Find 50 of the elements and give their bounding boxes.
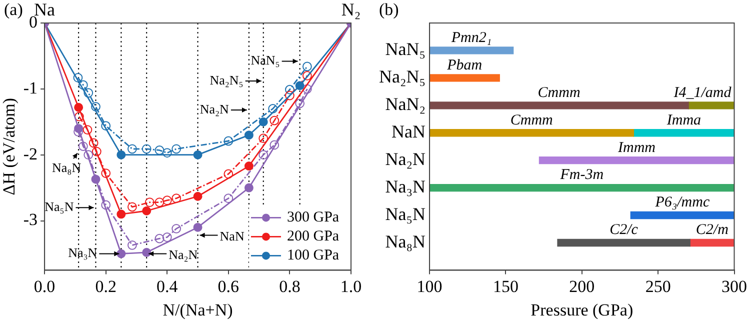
x-tick-label: 0.2 bbox=[95, 276, 116, 296]
legend-label: 300 GPa bbox=[287, 210, 340, 226]
y-tick-label: NaN bbox=[392, 122, 426, 142]
x-tick-label: 100 bbox=[416, 276, 442, 296]
data-label: Pbam bbox=[446, 57, 482, 74]
data-label: C2/c bbox=[610, 222, 638, 238]
y-tick-label: NaN₅ bbox=[385, 39, 426, 60]
annotation: N₂ bbox=[341, 0, 361, 20]
y-tick-label: -3 bbox=[23, 210, 38, 230]
y-tick-label: Na₂N₅ bbox=[378, 66, 426, 87]
data-label: C2/m bbox=[696, 222, 729, 238]
data-label: Fm-3m bbox=[559, 167, 604, 184]
y-tick-label: Na₅N bbox=[385, 204, 426, 224]
annotation: NaN bbox=[220, 228, 245, 244]
legend-label: 100 GPa bbox=[287, 248, 340, 264]
x-axis-title: Pressure (GPa) bbox=[530, 300, 634, 320]
x-tick-label: 1.0 bbox=[340, 276, 362, 296]
y-axis-title: ΔH (eV/atom) bbox=[0, 98, 19, 196]
annotation: NaN₅ bbox=[250, 52, 280, 68]
data-label: Cmmm bbox=[538, 84, 580, 101]
y-tick-label: NaN₂ bbox=[385, 94, 426, 114]
y-tick-label: Na₃N bbox=[385, 176, 426, 197]
y-tick-label: Na₈N bbox=[385, 231, 426, 252]
annotation: Na₈N bbox=[52, 160, 82, 175]
annotation: Na₂N bbox=[168, 247, 198, 262]
y-tick-label: -2 bbox=[23, 144, 38, 164]
annotation: Na₂N bbox=[200, 101, 230, 116]
x-axis-title: N/(Na+N) bbox=[162, 300, 233, 320]
y-tick-label: Na₂N bbox=[385, 149, 426, 170]
data-label: Pmn2₁ bbox=[450, 30, 492, 46]
x-tick-label: 0.4 bbox=[156, 276, 178, 296]
data-label: I4_1/amd bbox=[672, 84, 732, 101]
legend-label: 200 GPa bbox=[287, 228, 340, 245]
data-label: P6₃/mmc bbox=[654, 194, 710, 211]
y-tick-label: -1 bbox=[23, 78, 38, 98]
x-tick-label: 150 bbox=[492, 276, 518, 296]
x-tick-label: 250 bbox=[645, 276, 671, 296]
text: (b) bbox=[379, 0, 399, 19]
x-tick-label: 300 bbox=[722, 276, 747, 296]
text: (a) bbox=[4, 0, 23, 19]
x-tick-label: 0.8 bbox=[279, 276, 300, 296]
data-label: Immm bbox=[616, 140, 656, 156]
annotation: Na₂N₅ bbox=[210, 72, 244, 88]
annotation: Na₅N bbox=[44, 199, 74, 214]
x-tick-label: 200 bbox=[569, 276, 595, 296]
x-tick-label: 0.0 bbox=[34, 276, 56, 296]
data-label: Cmmm bbox=[510, 112, 554, 128]
annotation: Na₃N bbox=[68, 245, 98, 260]
data-label: Imma bbox=[666, 112, 702, 128]
x-tick-label: 0.6 bbox=[218, 276, 240, 296]
